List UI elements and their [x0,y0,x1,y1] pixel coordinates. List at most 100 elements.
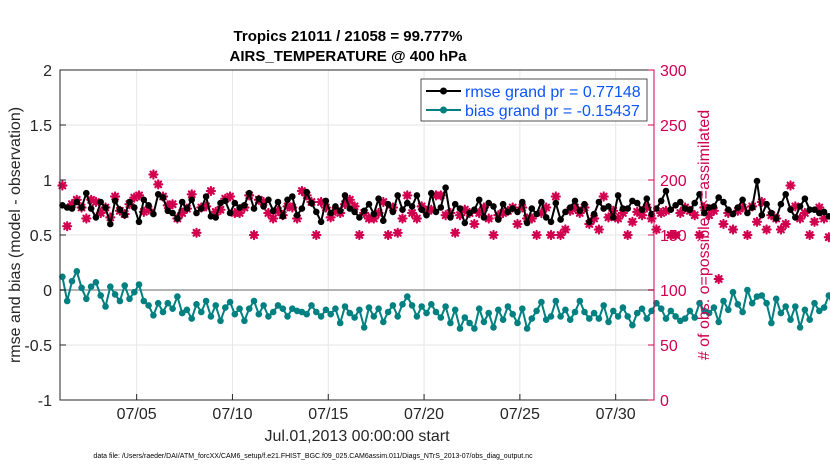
rmse-point [480,214,488,221]
rmse-point [140,196,148,204]
bias-point [538,298,545,306]
bias-point [83,295,90,303]
bias-point [571,308,579,316]
rmse-point [495,216,502,223]
rmse-point [523,219,531,227]
obs-point [656,207,667,219]
bias-point [351,314,358,321]
bias-point [806,316,813,324]
bias-point [423,309,430,317]
obs-point [315,196,327,208]
obs-point [109,191,121,202]
rmse-point [116,206,124,213]
rmse-point [485,199,493,207]
x-axis: 07/05 07/10 07/15 07/20 07/25 07/30 [117,394,636,423]
rmse-point [590,210,598,218]
obs-point [248,229,260,241]
rmse-point [380,217,387,224]
y-right-tick-label: 50 [660,338,678,355]
obs-point [186,189,197,200]
bias-point [202,297,210,305]
bias-point [68,277,76,285]
rmse-point [653,205,660,212]
rmse-point [178,198,186,206]
rmse-point [720,198,727,206]
obs-point [536,207,547,219]
bias-point [394,313,402,320]
bias-point [169,305,176,313]
bias-point [274,302,282,309]
obs-point [450,227,461,238]
bias-point [87,283,95,291]
rmse-point [289,193,296,200]
rmse-point [92,214,100,221]
bias-point [451,306,459,314]
legend-rmse-label: rmse grand pr = 0.77148 [465,84,641,101]
obs-point [205,185,216,197]
bias-point [633,309,641,317]
bias-point [327,310,335,318]
y-right-tick-label: 200 [660,173,687,190]
bias-point [97,292,104,299]
obs-point [660,205,672,216]
bias-point [653,299,660,307]
bias-point [365,304,373,311]
obs-point [550,191,561,202]
bias-point [102,303,109,310]
obs-point [823,232,830,243]
rmse-point [677,198,684,206]
bias-point [442,303,449,310]
obs-point [565,205,576,216]
rmse-point [107,220,114,228]
bias-point [758,292,766,299]
bias-point [629,321,636,329]
rmse-point [370,210,378,218]
bias-point [672,313,679,320]
y-right-tick-label: 0 [660,393,669,410]
rmse-point [686,206,694,213]
obs-point [426,204,437,215]
bias-point [135,281,143,288]
obs-point [95,207,106,219]
bias-point [250,297,258,305]
rmse-point [437,204,445,211]
obs-point [66,199,78,210]
rmse-point [418,206,426,213]
bias-point [212,302,219,309]
obs-point [411,213,422,224]
bias-series [59,268,830,332]
bias-point [447,319,454,327]
obs-point [454,210,466,221]
rmse-point [586,218,593,226]
y-right-tick-label: 100 [660,283,687,300]
bias-point [140,297,148,305]
obs-point [622,229,633,241]
obs-point [349,201,360,212]
data-file-footer: data file: /Users/raeder/DAI/ATM_forcXX/… [93,453,533,460]
bias-point [519,305,526,313]
obs-point [287,202,298,213]
obs-point [651,224,662,235]
rmse-point [298,205,306,212]
bias-point [590,309,598,317]
rmse-point [763,200,770,208]
bias-point [509,310,516,318]
obs-point [814,202,825,213]
bias-point [308,302,315,309]
rmse-point [614,192,622,199]
rmse-point [533,210,540,218]
rmse-point [365,200,373,208]
rmse-point [768,209,775,217]
bias-point [801,306,809,314]
rmse-point [787,206,794,213]
bias-point [681,315,689,322]
obs-point [325,212,336,223]
rmse-point [509,205,516,212]
obs-point [402,190,413,201]
obs-point [775,224,787,235]
obs-point [440,210,451,221]
obs-point [272,205,284,216]
obs-point [795,213,806,224]
y-tick-label: -1 [38,393,52,410]
